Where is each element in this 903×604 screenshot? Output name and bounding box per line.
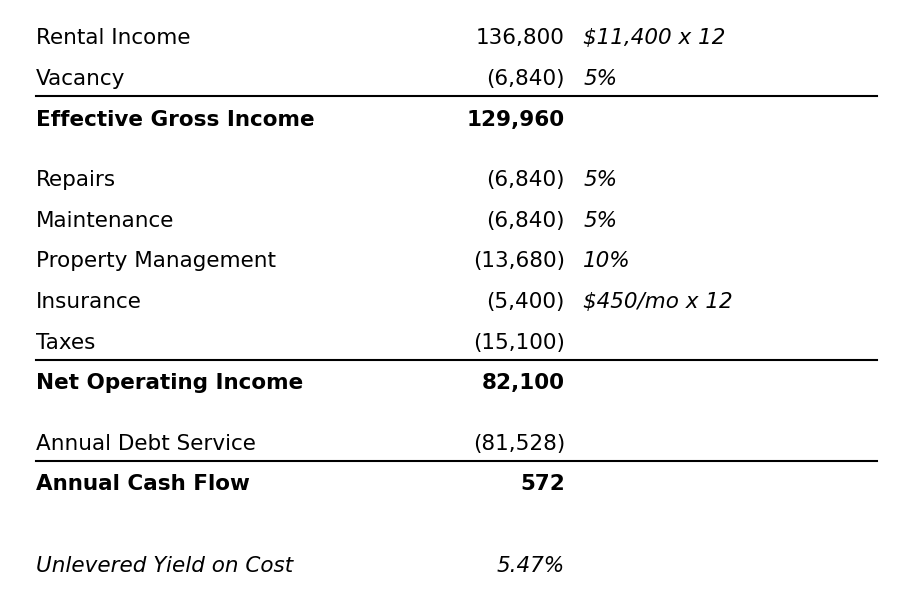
Text: Taxes: Taxes [36, 333, 96, 353]
Text: 129,960: 129,960 [466, 109, 564, 129]
Text: 5.47%: 5.47% [497, 556, 564, 576]
Text: $11,400 x 12: $11,400 x 12 [582, 28, 724, 48]
Text: (13,680): (13,680) [472, 251, 564, 271]
Text: Annual Debt Service: Annual Debt Service [36, 434, 256, 454]
Text: Repairs: Repairs [36, 170, 116, 190]
Text: 136,800: 136,800 [476, 28, 564, 48]
Text: Annual Cash Flow: Annual Cash Flow [36, 475, 250, 495]
Text: (6,840): (6,840) [486, 170, 564, 190]
Text: 5%: 5% [582, 170, 617, 190]
Text: Effective Gross Income: Effective Gross Income [36, 109, 314, 129]
Text: Net Operating Income: Net Operating Income [36, 373, 303, 393]
Text: 5%: 5% [582, 211, 617, 231]
Text: (5,400): (5,400) [486, 292, 564, 312]
Text: Rental Income: Rental Income [36, 28, 191, 48]
Text: (81,528): (81,528) [472, 434, 564, 454]
Text: Unlevered Yield on Cost: Unlevered Yield on Cost [36, 556, 293, 576]
Text: Vacancy: Vacancy [36, 69, 126, 89]
Text: 10%: 10% [582, 251, 630, 271]
Text: (15,100): (15,100) [472, 333, 564, 353]
Text: (6,840): (6,840) [486, 69, 564, 89]
Text: 5%: 5% [582, 69, 617, 89]
Text: Property Management: Property Management [36, 251, 275, 271]
Text: (6,840): (6,840) [486, 211, 564, 231]
Text: $450/mo x 12: $450/mo x 12 [582, 292, 732, 312]
Text: 572: 572 [519, 475, 564, 495]
Text: Maintenance: Maintenance [36, 211, 174, 231]
Text: Insurance: Insurance [36, 292, 142, 312]
Text: 82,100: 82,100 [481, 373, 564, 393]
